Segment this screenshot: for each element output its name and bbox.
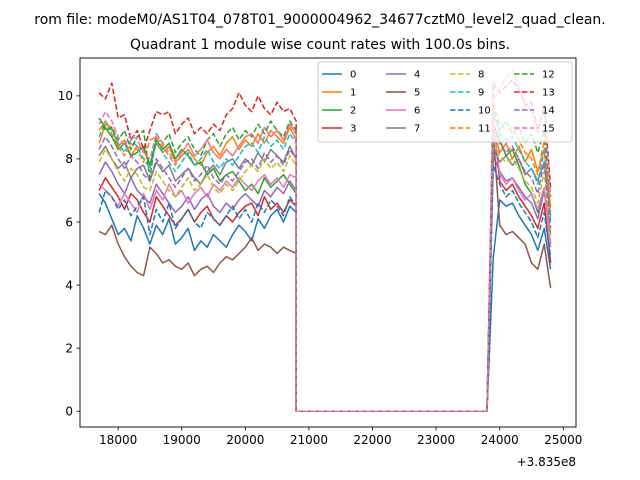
legend-entry-5: 5	[386, 88, 420, 99]
y-axis: 0 2 4 6 8 10	[58, 89, 80, 419]
series-line-10	[98, 164, 552, 412]
legend-label: 4	[414, 70, 420, 81]
x-tick-label: 18000	[99, 433, 137, 447]
legend-box	[317, 61, 573, 143]
legend-label: 0	[350, 70, 356, 81]
series-line-15	[98, 69, 552, 412]
legend-label: 3	[350, 124, 356, 135]
legend-label: 6	[414, 106, 420, 117]
series-line-8	[98, 139, 552, 412]
x-tick-label: 20000	[226, 433, 264, 447]
legend-entry-9: 9	[450, 88, 484, 99]
x-tick-label: 24000	[481, 433, 519, 447]
x-axis: 18000 19000 20000 21000 22000 23000 24000 25000	[99, 427, 582, 447]
x-tick-label: 25000	[544, 433, 582, 447]
series-line-4	[98, 155, 552, 412]
legend-entry-2: 2	[322, 106, 356, 117]
x-tick-label: 21000	[290, 433, 328, 447]
legend-label: 7	[414, 124, 420, 135]
legend-label: 15	[542, 124, 555, 135]
legend-label: 14	[542, 106, 555, 117]
series-line-2	[98, 117, 552, 412]
series-line-0	[98, 193, 552, 412]
legend-label: 8	[478, 70, 484, 81]
legend-entry-8: 8	[450, 70, 484, 81]
x-tick-label: 23000	[417, 433, 455, 447]
figure-suptitle: rom file: modeM0/AS1T04_078T01_900000496…	[34, 12, 605, 28]
legend-entry-7: 7	[386, 124, 420, 135]
legend-entry-12: 12	[514, 70, 555, 81]
legend-entry-6: 6	[386, 106, 420, 117]
x-axis-offset-label: +3.835e8	[517, 455, 576, 469]
legend-label: 5	[414, 88, 420, 99]
legend-label: 9	[478, 88, 484, 99]
legend-entry-15: 15	[514, 124, 555, 135]
legend-entry-1: 1	[322, 88, 356, 99]
x-tick-label: 22000	[353, 433, 391, 447]
y-tick-label: 0	[65, 405, 73, 419]
legend-entry-11: 11	[450, 124, 491, 135]
y-tick-label: 2	[65, 341, 73, 355]
legend-entry-10: 10	[450, 106, 491, 117]
legend-label: 2	[350, 106, 356, 117]
legend-entry-4: 4	[386, 70, 420, 81]
legend-entry-3: 3	[322, 124, 356, 135]
series-line-7	[98, 145, 552, 412]
legend-label: 1	[350, 88, 356, 99]
plot-frame	[79, 57, 577, 428]
series-line-6	[98, 120, 552, 412]
legend-entry-13: 13	[514, 88, 555, 99]
legend-entry-0: 0	[322, 70, 356, 81]
y-tick-label: 10	[58, 89, 73, 103]
x-tick-label: 19000	[163, 433, 201, 447]
y-tick-label: 8	[65, 152, 73, 166]
legend-label: 13	[542, 88, 555, 99]
legend-label: 12	[542, 70, 555, 81]
legend-label: 11	[478, 124, 491, 135]
y-tick-label: 6	[65, 215, 73, 229]
legend-entry-14: 14	[514, 106, 555, 117]
series-layer	[98, 69, 552, 412]
series-line-3	[98, 117, 552, 412]
y-tick-label: 4	[65, 278, 73, 292]
series-line-14	[98, 126, 552, 412]
legend-label: 10	[478, 106, 491, 117]
series-line-12	[98, 107, 552, 412]
chart-title: Quadrant 1 module wise count rates with …	[130, 37, 510, 53]
